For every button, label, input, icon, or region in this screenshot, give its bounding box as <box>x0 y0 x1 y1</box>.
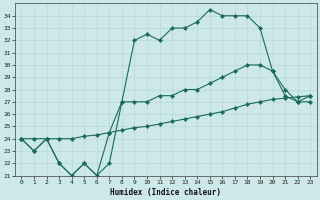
X-axis label: Humidex (Indice chaleur): Humidex (Indice chaleur) <box>110 188 221 197</box>
